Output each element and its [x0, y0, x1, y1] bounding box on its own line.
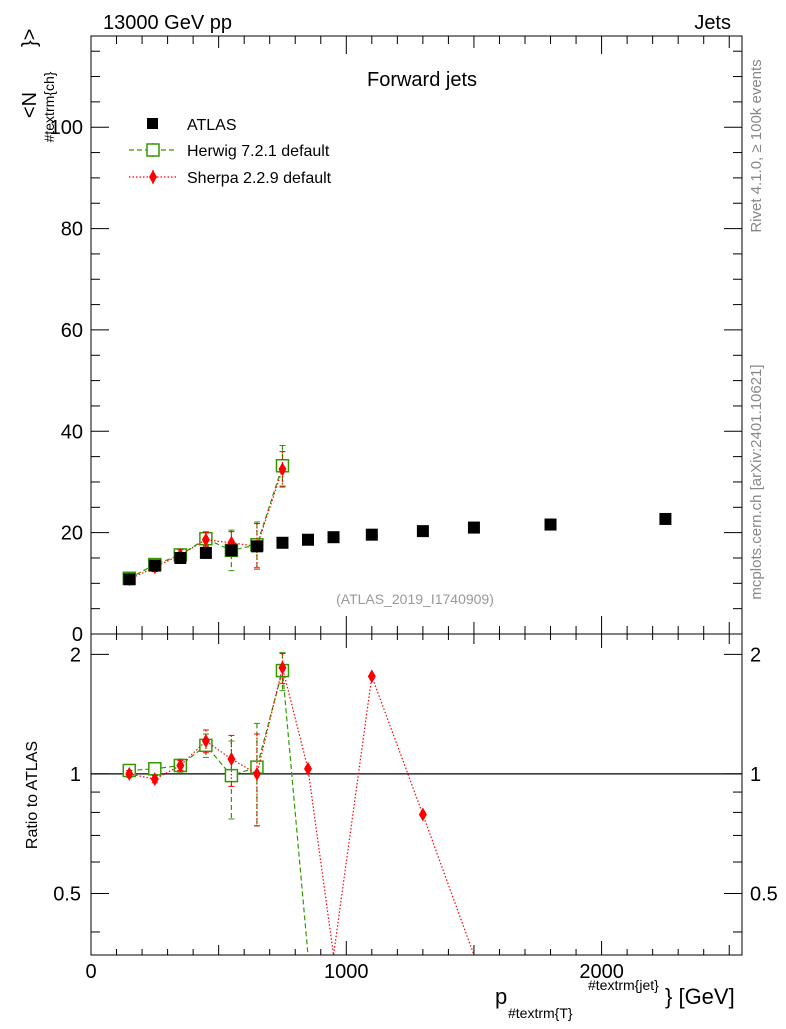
legend-marker-sherpa — [149, 170, 157, 184]
y-tick-label: 20 — [61, 523, 83, 545]
ratio-y-tick-labels: 0.5 0.5 1 1 2 2 0 1000 2000 — [53, 644, 778, 983]
data-point-sherpa — [304, 761, 312, 776]
series-line-herwig — [129, 670, 309, 956]
legend-label-atlas: ATLAS — [187, 117, 237, 134]
data-point-sherpa — [367, 669, 376, 684]
data-point-sherpa — [278, 462, 287, 477]
data-point-sherpa — [176, 758, 185, 773]
main-y-ticks — [91, 50, 742, 635]
data-point-atlas — [544, 518, 557, 531]
analysis-watermark: (ATLAS_2019_I1740909) — [336, 591, 494, 607]
x-tick-label: 1000 — [324, 961, 369, 983]
data-point-atlas — [276, 536, 289, 549]
main-panel: 0 20 40 60 80 100 Forward jets (ATLAS_2019_I1… — [19, 29, 743, 646]
data-point-atlas — [327, 531, 340, 544]
y-tick-label: 0 — [72, 624, 83, 646]
y-tick-label: 40 — [61, 421, 83, 443]
main-y-tick-labels: 0 20 40 60 80 100 — [50, 117, 83, 646]
legend: ATLAS Herwig 7.2.1 default Sherpa 2.2.9 … — [129, 117, 332, 187]
main-series-layer — [122, 444, 672, 587]
ratio-x-ticks — [90, 634, 730, 955]
y-label-sub: #textrm{ch} — [41, 71, 57, 142]
ratio-series-layer — [122, 652, 475, 956]
x-label-sub: #textrm{T} — [508, 1005, 573, 1021]
x-axis-label: p #textrm{T} #textrm{jet} } [GeV] — [495, 977, 735, 1021]
legend-entry-sherpa: Sherpa 2.2.9 default — [129, 170, 332, 187]
data-point-sherpa — [201, 532, 210, 547]
ratio-y-axis-label: Ratio to ATLAS — [24, 741, 41, 849]
x-label-main: p — [495, 984, 507, 1009]
y-tick-label: 60 — [61, 320, 83, 342]
series-line-sherpa — [129, 667, 475, 956]
ratio-y-tick-label: 0.5 — [53, 883, 81, 905]
data-point-atlas — [416, 525, 429, 538]
legend-marker-herwig — [146, 143, 160, 157]
x-label-sup: #textrm{jet} — [588, 977, 659, 993]
rivet-label: Rivet 4.1.0, ≥ 100k events — [748, 59, 765, 232]
data-point-sherpa — [227, 752, 236, 767]
data-point-atlas — [302, 533, 314, 546]
data-point-atlas — [148, 559, 161, 572]
legend-label-sherpa: Sherpa 2.2.9 default — [187, 170, 332, 187]
y-label-close: }> — [19, 29, 41, 47]
energy-label: 13000 GeV pp — [103, 12, 232, 34]
data-point-atlas — [174, 551, 187, 564]
data-point-sherpa — [418, 807, 427, 822]
data-point-atlas — [225, 544, 238, 557]
x-label-unit: } [GeV] — [665, 984, 735, 1009]
data-point-sherpa — [252, 766, 261, 781]
data-point-atlas — [123, 573, 136, 586]
ratio-y-tick-label: 1 — [70, 764, 81, 786]
main-x-ticks — [90, 36, 730, 634]
legend-entry-herwig: Herwig 7.2.1 default — [129, 143, 330, 160]
ratio-y-tick-label-right: 2 — [750, 644, 761, 666]
data-point-sherpa — [150, 772, 159, 787]
data-point-atlas — [199, 546, 212, 559]
y-label-main: <N — [19, 92, 41, 118]
legend-marker-atlas — [147, 118, 158, 129]
main-y-axis-label: <N #textrm{ch} }> — [19, 29, 57, 143]
y-tick-label: 100 — [50, 117, 83, 139]
mcplots-label: mcplots.cern.ch [arXiv:2401.10621] — [748, 364, 765, 599]
svg-text:<N: <N — [19, 92, 41, 118]
legend-entry-atlas: ATLAS — [147, 117, 237, 134]
ratio-frame — [90, 633, 743, 956]
process-label: Jets — [694, 12, 731, 34]
data-point-sherpa — [125, 766, 134, 781]
ratio-panel: 0.5 0.5 1 1 2 2 0 1000 2000 Ratio to ATLAS p #te… — [24, 633, 778, 1021]
x-tick-label: 2000 — [579, 961, 624, 983]
y-tick-label: 80 — [61, 219, 83, 241]
data-point-sherpa — [278, 660, 287, 675]
chart-title: Forward jets — [367, 69, 477, 91]
data-point-atlas — [365, 528, 378, 541]
data-point-atlas — [250, 540, 263, 553]
ratio-y-tick-label: 2 — [70, 644, 81, 666]
data-point-sherpa — [201, 734, 210, 749]
ratio-y-tick-label-right: 1 — [750, 764, 761, 786]
data-point-atlas — [467, 521, 480, 534]
x-tick-label: 0 — [85, 961, 96, 983]
data-point-atlas — [659, 512, 672, 525]
ratio-y-tick-label-right: 0.5 — [750, 883, 778, 905]
legend-label-herwig: Herwig 7.2.1 default — [187, 143, 330, 160]
